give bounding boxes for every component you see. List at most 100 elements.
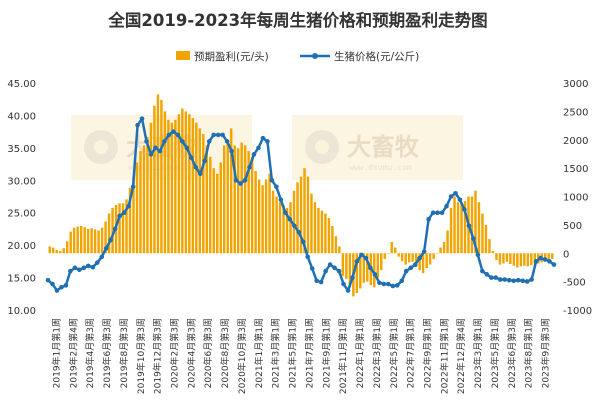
legend-line-label: 生猪价格(元/公斤) bbox=[334, 50, 419, 63]
price-point bbox=[171, 129, 176, 134]
profit-bar bbox=[198, 128, 202, 254]
price-point bbox=[153, 145, 158, 151]
left-axis-tick-label: 45.00 bbox=[7, 79, 36, 90]
left-axis-tick-label: 25.00 bbox=[7, 209, 36, 220]
price-point bbox=[202, 158, 208, 164]
price-point bbox=[121, 210, 127, 216]
price-point bbox=[94, 260, 100, 265]
price-point bbox=[305, 254, 311, 260]
x-axis-tick-label: 2021年1月第1周 bbox=[253, 318, 265, 388]
profit-bar bbox=[331, 226, 334, 254]
price-point bbox=[117, 213, 122, 219]
profit-bar bbox=[516, 253, 519, 268]
profit-bar bbox=[317, 207, 320, 254]
x-axis-tick-label: 2022年1月第1周 bbox=[354, 318, 366, 388]
profit-bar bbox=[383, 253, 386, 259]
price-point bbox=[108, 237, 113, 243]
profit-bar bbox=[181, 108, 184, 254]
price-point bbox=[542, 257, 548, 262]
profit-bar bbox=[139, 151, 142, 254]
price-point bbox=[336, 268, 342, 274]
profit-bar bbox=[366, 253, 369, 282]
price-point bbox=[435, 210, 440, 216]
profit-bar bbox=[261, 185, 264, 254]
price-point bbox=[394, 283, 400, 288]
profit-bar bbox=[373, 253, 376, 288]
price-point bbox=[426, 216, 431, 222]
right-axis-tick-label: 3000 bbox=[563, 79, 588, 90]
profit-bar bbox=[254, 170, 257, 254]
price-point bbox=[489, 275, 494, 280]
right-axis-tick-label: 500 bbox=[563, 221, 582, 232]
price-point bbox=[144, 139, 149, 144]
price-point bbox=[291, 223, 297, 228]
price-point bbox=[421, 249, 427, 254]
price-point bbox=[457, 197, 463, 203]
price-point bbox=[220, 132, 225, 138]
profit-bar bbox=[243, 145, 247, 254]
price-point bbox=[206, 139, 212, 144]
x-axis-tick-label: 2019年12月第3周 bbox=[152, 318, 164, 394]
profit-bar bbox=[52, 247, 55, 254]
profit-bar bbox=[153, 105, 156, 254]
profit-bar bbox=[407, 253, 411, 263]
profit-bar bbox=[167, 119, 170, 254]
x-axis-tick-label: 2021年7月第1周 bbox=[303, 318, 315, 388]
x-axis: 2019年1月第1周 2019年2月第4周 2019年4月第3周 2019年6月第3周… bbox=[50, 318, 551, 394]
price-point bbox=[188, 155, 194, 160]
price-point bbox=[193, 165, 199, 170]
profit-bar bbox=[79, 226, 83, 254]
profit-bar bbox=[355, 253, 359, 293]
profit-bar bbox=[498, 253, 502, 265]
left-axis-tick-label: 20.00 bbox=[7, 241, 36, 252]
profit-bar bbox=[348, 253, 352, 288]
profit-bar bbox=[226, 139, 229, 254]
profit-bar bbox=[188, 114, 191, 254]
price-point bbox=[345, 288, 351, 293]
left-axis-tick-label: 35.00 bbox=[7, 144, 36, 155]
profit-bar bbox=[299, 176, 303, 254]
price-point bbox=[520, 278, 525, 284]
profit-bar bbox=[324, 213, 327, 254]
price-point bbox=[77, 267, 82, 273]
profit-bar bbox=[303, 168, 306, 254]
profit-bar bbox=[229, 128, 233, 254]
profit-bar bbox=[209, 156, 212, 254]
price-points bbox=[45, 116, 557, 293]
profit-bar bbox=[453, 196, 456, 254]
price-point bbox=[242, 177, 248, 183]
price-point bbox=[50, 281, 55, 287]
profit-bar bbox=[491, 250, 495, 254]
price-point bbox=[135, 122, 140, 128]
price-point bbox=[462, 207, 467, 212]
profit-bar bbox=[404, 253, 407, 265]
profit-bar bbox=[174, 119, 177, 254]
profit-bar bbox=[212, 168, 215, 254]
profit-bar bbox=[509, 253, 512, 265]
profit-bar bbox=[463, 201, 467, 254]
price-point bbox=[412, 262, 418, 267]
price-point bbox=[229, 148, 234, 154]
profit-bar bbox=[184, 111, 188, 254]
profit-bar bbox=[477, 202, 481, 254]
profit-bar bbox=[435, 253, 439, 254]
x-axis-tick-label: 2023年9月第3周 bbox=[540, 318, 552, 388]
price-point bbox=[475, 252, 481, 258]
price-point bbox=[502, 277, 508, 282]
profit-bar bbox=[55, 249, 58, 254]
price-point bbox=[274, 184, 279, 190]
profit-bar bbox=[502, 253, 505, 264]
bar-series bbox=[48, 94, 554, 297]
price-point bbox=[480, 268, 485, 274]
price-point bbox=[381, 281, 387, 287]
profit-bar bbox=[216, 173, 219, 254]
profit-bar bbox=[156, 94, 160, 254]
x-axis-tick-label: 2023年5月第1周 bbox=[489, 318, 501, 388]
profit-bar bbox=[285, 207, 289, 254]
profit-bar bbox=[338, 246, 341, 254]
profit-bar bbox=[428, 253, 432, 265]
right-axis-tick-label: 1500 bbox=[563, 164, 588, 175]
profit-bar bbox=[278, 202, 282, 254]
profit-bar bbox=[125, 199, 128, 254]
profit-bar bbox=[481, 213, 484, 254]
